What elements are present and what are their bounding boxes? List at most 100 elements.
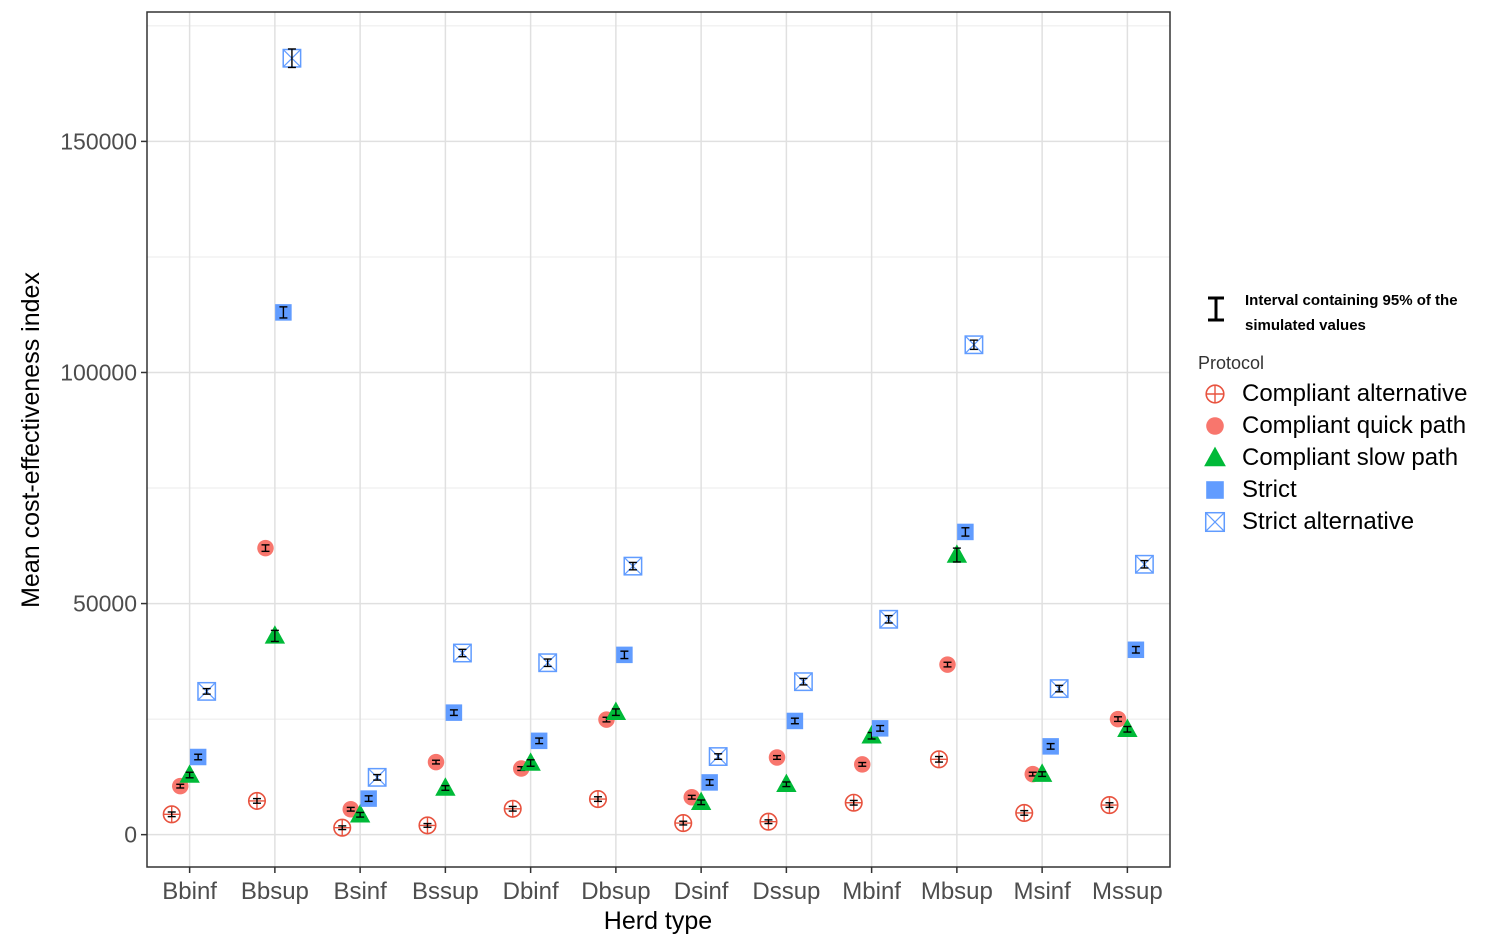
error-bar [969,339,978,351]
legend-marker [1206,481,1224,499]
legend: Interval containing 95% of the simulated… [1198,286,1498,538]
error-bar [1055,684,1064,693]
x-axis-label: Herd type [604,907,712,935]
error-bar [346,806,355,812]
x-tick-label: Mbinf [842,878,901,905]
error-bar [934,755,943,763]
error-bar [535,737,544,745]
error-bar [338,825,347,831]
error-bar [799,677,808,686]
legend-symbol [1206,417,1224,435]
error-bar [961,527,970,537]
legend-item: Strict [1198,474,1498,506]
legend-items: Compliant alternative Compliant quick pat… [1198,378,1498,538]
error-bar [620,650,629,660]
error-bar [943,661,952,668]
x-tick-label: Bbsup [241,878,309,905]
x-tick-label: Dbsup [581,878,650,905]
axes: 0 50000 100000 150000 Bbinf Bbsup Bsinf Bssup Db… [60,128,1162,905]
x-tick-label: Bssup [412,878,479,905]
legend-label: Compliant slow path [1242,444,1459,471]
x-tick-label: Dsinf [674,878,729,905]
error-bar [373,773,382,781]
x-tick-label: Mbsup [921,878,993,905]
error-bar [1131,645,1140,654]
legend-symbol [1204,511,1226,533]
error-bar [441,784,450,791]
legend-item: Compliant slow path [1198,442,1498,474]
legend-item: Compliant quick path [1198,410,1498,442]
error-bar [194,753,203,761]
error-bar [1020,809,1029,816]
legend-marker [1205,384,1225,404]
error-bar [772,754,781,761]
error-bar [687,794,696,800]
error-bar [679,820,688,826]
ci-legend: Interval containing 95% of the simulated… [1198,286,1498,342]
error-bar [876,724,885,732]
series-compliant-slow-path [179,544,1138,823]
error-bar [764,819,773,825]
x-tick-label: Bbinf [162,878,217,905]
error-bar [1123,725,1132,733]
series-compliant-alternative [162,750,1119,837]
x-tick-label: Mssup [1092,878,1163,905]
error-bar [364,795,373,803]
error-bar [790,717,799,725]
ci-legend-label: Interval containing 95% of the simulated… [1245,292,1458,334]
x-tick-label: Bsinf [333,878,387,905]
error-bar [202,687,211,695]
legend-symbol [1204,446,1226,467]
data-marks [162,48,1154,837]
error-bar [526,759,535,767]
error-bar [185,771,194,779]
error-bar [697,799,706,806]
legend-symbol [1206,481,1224,499]
error-bar [714,753,723,761]
error-bar [1113,716,1122,723]
legend-marker [1206,417,1224,435]
error-bar [458,648,467,658]
error-bar [705,778,714,786]
error-bar [176,783,185,789]
error-bar [858,761,867,767]
error-bar [1038,771,1047,778]
error-bar [543,658,552,668]
error-bar [884,614,893,624]
legend-label: Strict [1242,476,1297,503]
error-bar [431,759,440,765]
grid [147,12,1170,867]
legend-label: Strict alternative [1242,508,1415,535]
error-bar [593,796,602,803]
legend-item: Strict alternative [1198,506,1498,538]
error-bar [261,544,270,553]
error-bar [849,799,858,806]
error-bar [356,811,365,818]
legend-symbol [1205,384,1225,404]
error-bar [628,561,637,571]
legend-marker [1204,446,1226,467]
legend-label: Compliant quick path [1242,412,1467,439]
error-bar [1140,559,1149,569]
plot-panel [146,11,1171,868]
y-axis-label: Mean cost-effectiveness index [17,272,45,608]
legend-label: Compliant alternative [1242,380,1468,407]
error-bar [952,547,961,563]
legend-title: Protocol [1198,353,1265,373]
legend-marker [1204,511,1226,533]
error-bar [270,629,279,643]
error-bar [287,48,296,69]
series-strict [189,304,1145,807]
error-bar [1046,742,1055,750]
error-bar [279,306,288,319]
error-bar-icon [1208,296,1224,322]
y-tick-label: 150000 [60,128,137,154]
error-bar [252,797,261,804]
x-tick-label: Dssup [752,878,820,905]
error-bar [1105,802,1114,809]
x-tick-label: Msinf [1013,878,1071,905]
series-strict-alternative [197,48,1154,787]
y-tick-label: 100000 [60,359,137,385]
x-tick-label: Dbinf [503,878,559,905]
